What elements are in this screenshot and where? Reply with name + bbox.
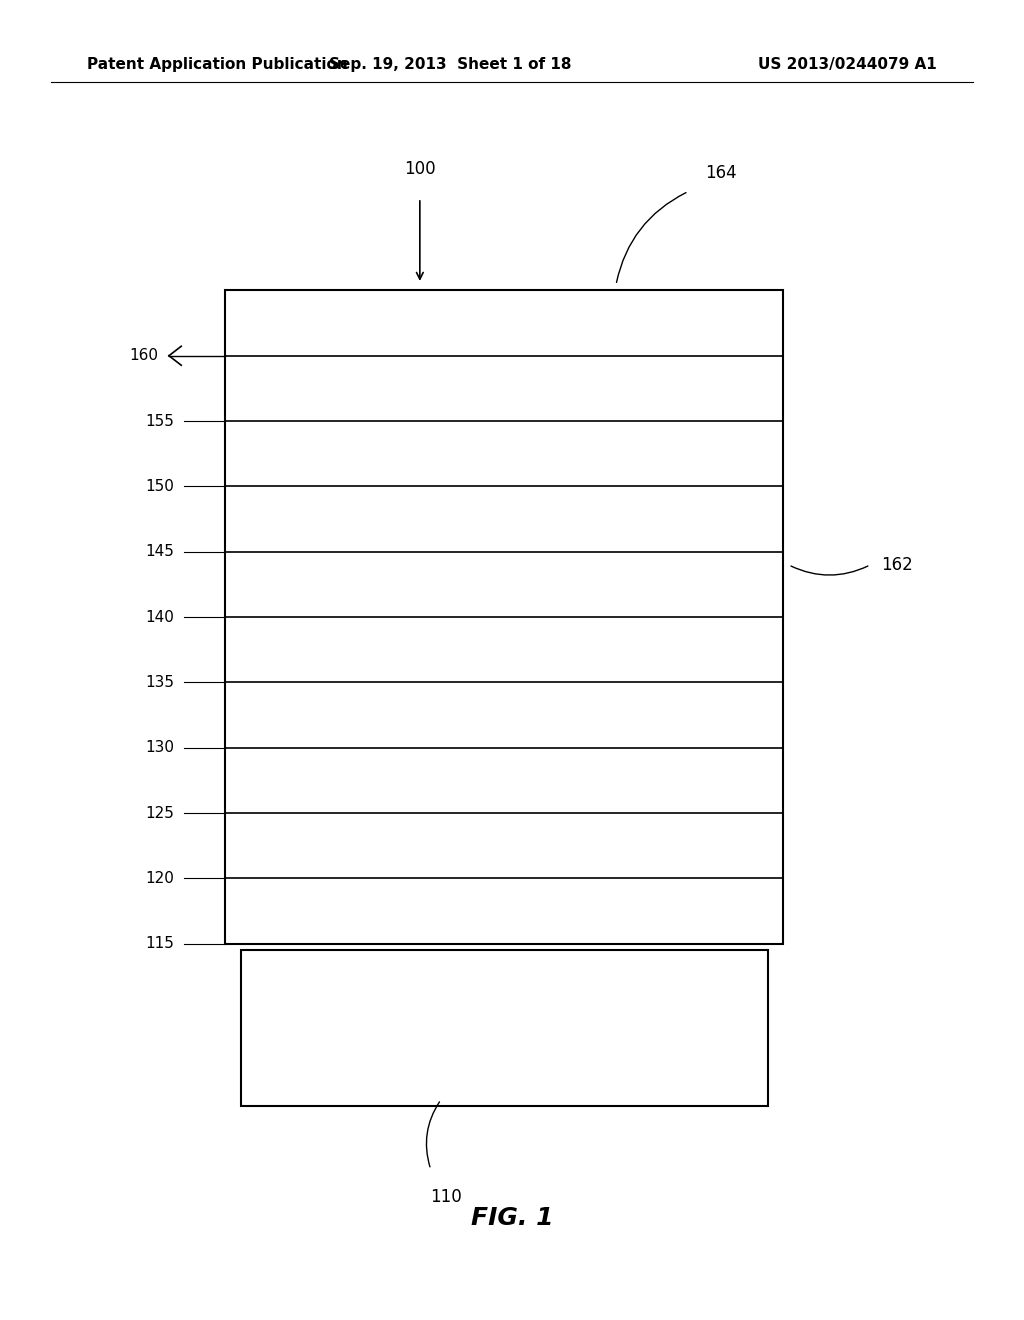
Text: 145: 145 bbox=[145, 544, 174, 560]
Text: Sep. 19, 2013  Sheet 1 of 18: Sep. 19, 2013 Sheet 1 of 18 bbox=[330, 57, 571, 71]
Text: 150: 150 bbox=[145, 479, 174, 494]
Text: 115: 115 bbox=[145, 936, 174, 952]
Text: 155: 155 bbox=[145, 413, 174, 429]
Text: 125: 125 bbox=[145, 805, 174, 821]
Text: US 2013/0244079 A1: US 2013/0244079 A1 bbox=[758, 57, 937, 71]
Text: 120: 120 bbox=[145, 871, 174, 886]
Text: 140: 140 bbox=[145, 610, 174, 624]
Text: 130: 130 bbox=[145, 741, 174, 755]
Text: 100: 100 bbox=[404, 160, 435, 178]
Text: 162: 162 bbox=[881, 556, 912, 574]
Bar bbox=[225, 290, 783, 944]
Text: FIG. 1: FIG. 1 bbox=[471, 1206, 553, 1230]
Text: 135: 135 bbox=[145, 675, 174, 690]
Text: 164: 164 bbox=[706, 164, 737, 182]
Text: Patent Application Publication: Patent Application Publication bbox=[87, 57, 348, 71]
Text: 160: 160 bbox=[130, 348, 159, 363]
Text: 110: 110 bbox=[430, 1188, 462, 1206]
Bar bbox=[241, 950, 768, 1106]
